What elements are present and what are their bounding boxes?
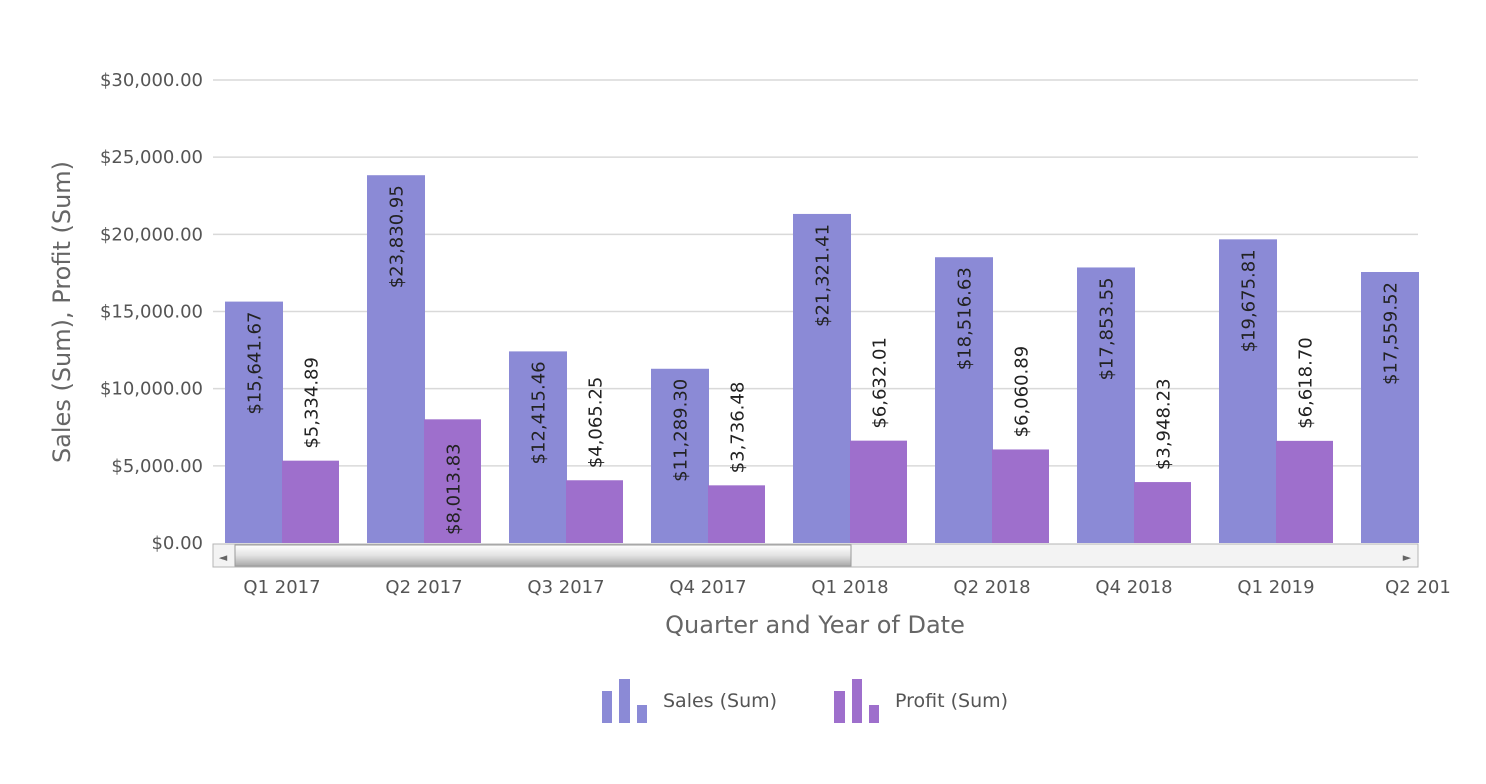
- sales-data-label: $12,415.46: [529, 361, 550, 464]
- sales-bar[interactable]: [509, 351, 567, 543]
- sales-bar[interactable]: [1219, 239, 1277, 543]
- sales-data-label: $23,830.95: [387, 185, 408, 288]
- x-tick-label: Q2 2017: [385, 577, 462, 598]
- y-tick-label: $30,000.00: [100, 70, 203, 91]
- scroll-left-button[interactable]: [214, 545, 234, 566]
- profit-bar[interactable]: [992, 449, 1049, 543]
- sales-bar[interactable]: [1361, 271, 1419, 543]
- profit-bar[interactable]: [566, 480, 623, 543]
- x-tick-label: Q1 2017: [243, 577, 320, 598]
- profit-bar[interactable]: [708, 485, 765, 543]
- bars: [225, 175, 1419, 543]
- y-axis-ticks: $0.00 $5,000.00 $10,000.00 $15,000.00 $20,00…: [100, 70, 203, 554]
- profit-data-label: $3,736.48: [728, 382, 749, 474]
- horizontal-scrollbar[interactable]: ◄ ►: [212, 543, 1419, 568]
- legend-item-sales[interactable]: Sales (Sum): [602, 679, 777, 723]
- profit-data-label: $6,060.89: [1012, 346, 1033, 438]
- scroll-left-arrow-icon[interactable]: ◄: [219, 551, 228, 564]
- y-tick-label: $25,000.00: [100, 147, 203, 168]
- profit-data-label: $5,334.89: [302, 357, 323, 449]
- x-tick-label: Q3 2017: [527, 577, 604, 598]
- y-tick-label: $10,000.00: [100, 379, 203, 400]
- profit-bar[interactable]: [1276, 440, 1333, 543]
- x-tick-label: Q1 2018: [811, 577, 888, 598]
- sales-data-label: $21,321.41: [813, 224, 834, 327]
- sales-data-label: $17,559.52: [1381, 282, 1402, 385]
- x-tick-label: Q2 2018: [953, 577, 1030, 598]
- scroll-right-arrow-icon[interactable]: ►: [1403, 551, 1412, 564]
- bar-chart-icon: [834, 679, 879, 723]
- legend-item-profit[interactable]: Profit (Sum): [834, 679, 1008, 723]
- profit-data-label: $6,618.70: [1296, 337, 1317, 429]
- profit-bar[interactable]: [1134, 482, 1191, 543]
- x-axis-title: Quarter and Year of Date: [665, 611, 965, 639]
- y-tick-label: $20,000.00: [100, 224, 203, 245]
- x-tick-label: Q1 2019: [1237, 577, 1314, 598]
- profit-data-label: $4,065.25: [586, 377, 607, 469]
- bar-chart-icon: [602, 679, 647, 723]
- profit-data-label: $6,632.01: [870, 337, 891, 429]
- sales-data-label: $17,853.55: [1097, 277, 1118, 380]
- x-tick-label: Q4 2017: [669, 577, 746, 598]
- scroll-right-button[interactable]: [1397, 545, 1417, 566]
- sales-bar[interactable]: [935, 257, 993, 543]
- profit-data-label: $8,013.83: [444, 443, 465, 535]
- profit-bar[interactable]: [282, 460, 339, 543]
- legend-label-sales: Sales (Sum): [663, 690, 777, 712]
- legend-label-profit: Profit (Sum): [895, 690, 1008, 712]
- sales-bar[interactable]: [225, 301, 283, 543]
- profit-data-label: $3,948.23: [1154, 378, 1175, 470]
- data-labels: $15,641.67 $5,334.89 $23,830.95 $8,013.83 $1…: [245, 185, 1402, 535]
- sales-data-label: $15,641.67: [245, 312, 266, 415]
- x-tick-label: Q4 2018: [1095, 577, 1172, 598]
- sales-bar[interactable]: [367, 175, 425, 543]
- y-tick-label: $15,000.00: [100, 302, 203, 323]
- y-tick-label: $5,000.00: [111, 456, 203, 477]
- sales-data-label: $18,516.63: [955, 267, 976, 370]
- x-axis-ticks: Q1 2017 Q2 2017 Q3 2017 Q4 2017 Q1 2018 Q2 20…: [243, 577, 1450, 598]
- y-axis-title: Sales (Sum), Profit (Sum): [48, 161, 76, 463]
- sales-bar[interactable]: [1077, 267, 1135, 543]
- x-tick-label: Q2 201: [1385, 577, 1451, 598]
- legend: Sales (Sum) Profit (Sum): [602, 679, 1008, 723]
- profit-bar[interactable]: [850, 440, 907, 543]
- sales-data-label: $19,675.81: [1239, 249, 1260, 352]
- sales-data-label: $11,289.30: [671, 379, 692, 482]
- sales-bar[interactable]: [651, 368, 709, 543]
- y-tick-label: $0.00: [151, 533, 203, 554]
- profit-bar[interactable]: [424, 419, 481, 543]
- sales-bar[interactable]: [793, 213, 851, 543]
- scrollbar-thumb[interactable]: [234, 544, 852, 567]
